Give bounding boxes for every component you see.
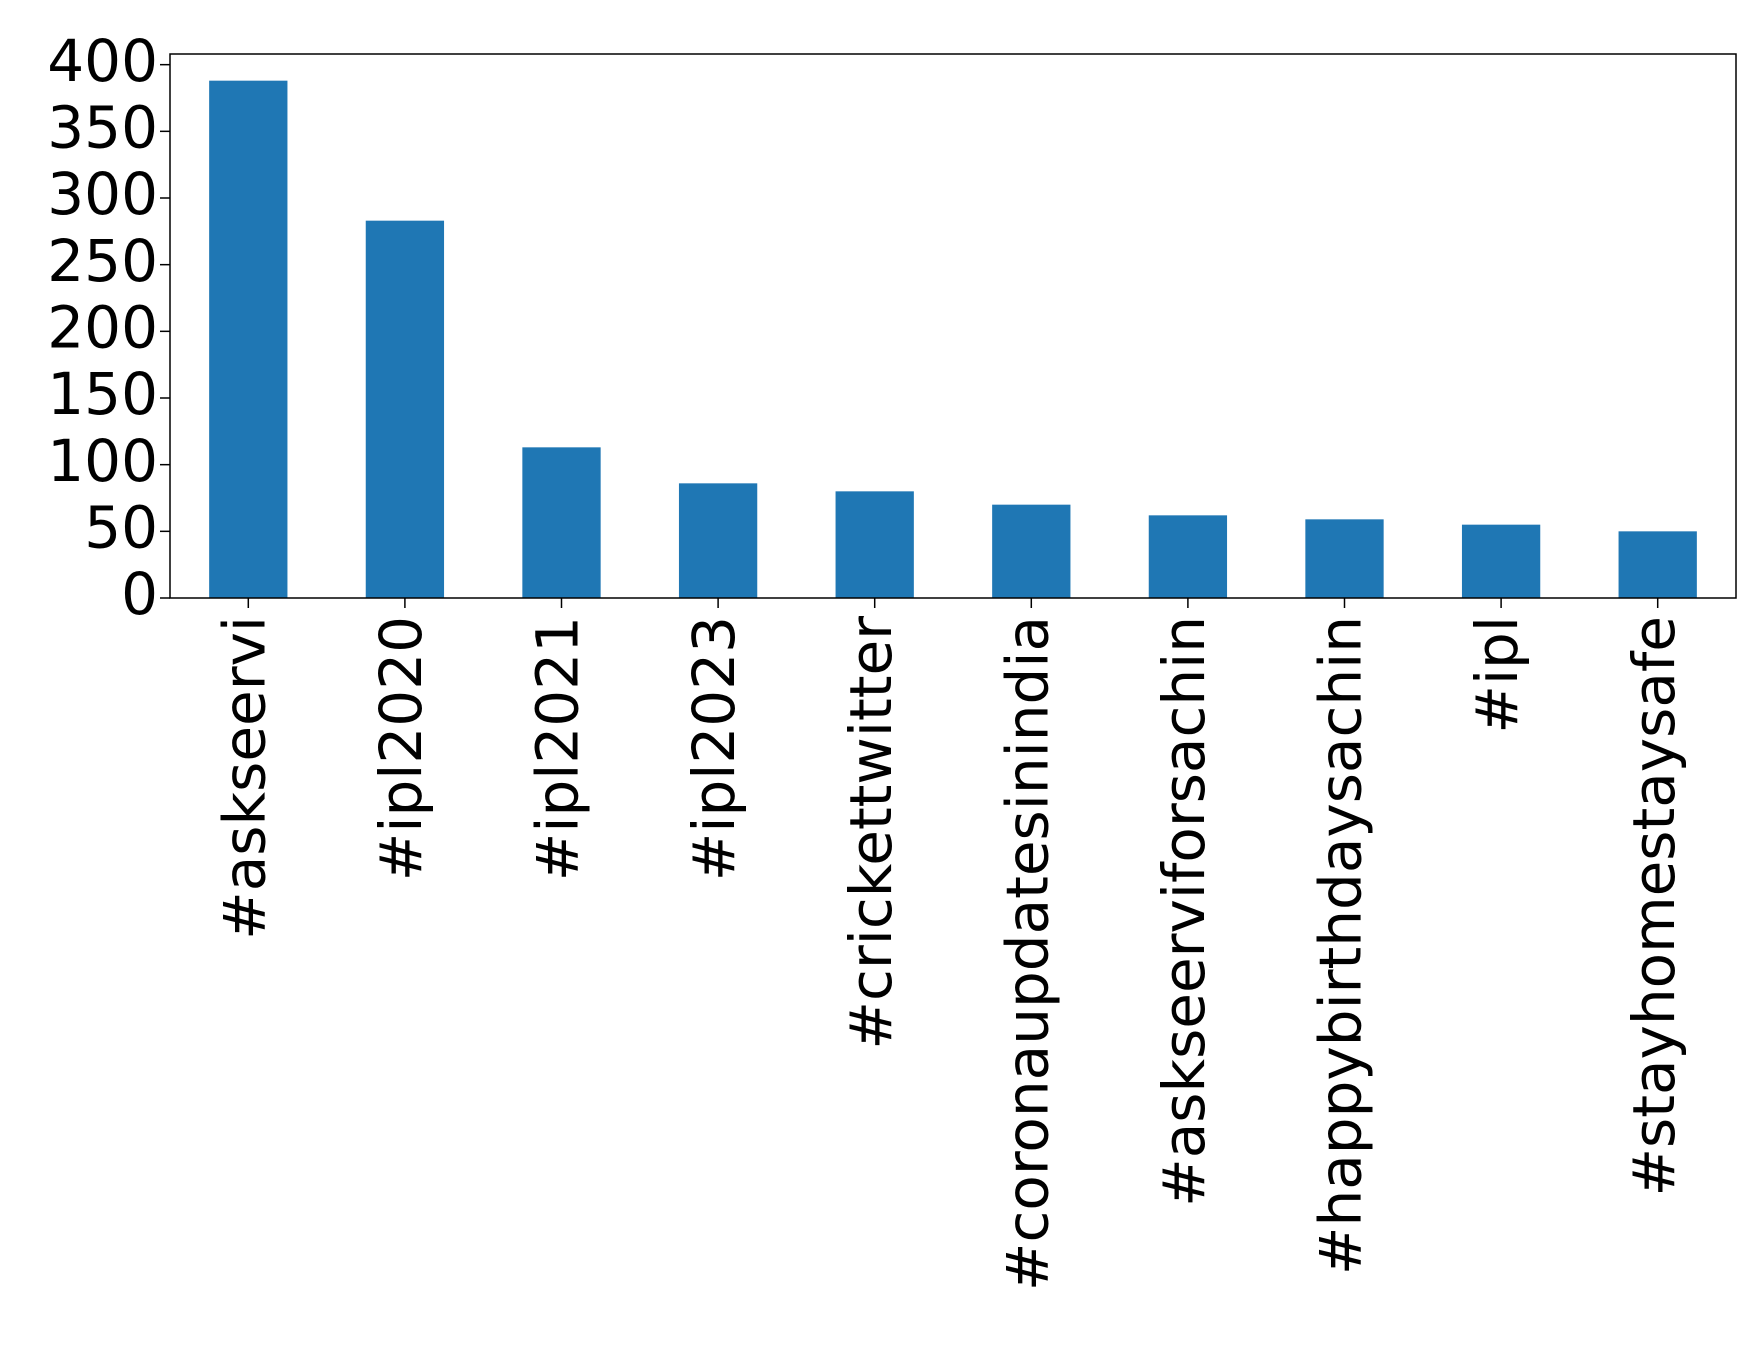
y-tick-label: 350 [47,93,158,161]
bar [1305,519,1384,598]
x-tick-label: #crickettwitter [837,616,905,1050]
x-tick-label: #ipl [1463,616,1531,734]
bar [522,447,601,598]
y-tick-label: 100 [47,427,158,495]
bar [1618,531,1697,598]
bar [678,483,758,598]
y-tick-label: 0 [121,560,158,628]
bar [992,504,1071,598]
x-tick-label: #ipl2020 [367,616,435,881]
bar [835,491,914,598]
bar [365,220,445,598]
x-tick-label: #coronaupdatesinindia [993,616,1061,1291]
bar [1148,515,1228,598]
y-tick-label: 250 [47,227,158,295]
y-tick-label: 200 [47,293,158,361]
x-tick-label: #askseervi [210,616,278,940]
plot-frame [169,53,1737,599]
x-tick-label: #askseerviforsachin [1150,616,1218,1207]
bar [1461,524,1541,598]
y-tick-label: 150 [47,360,158,428]
x-tick-label: #ipl2021 [524,616,592,881]
y-tick-label: 300 [47,160,158,228]
x-tick-label: #happybirthdaysachin [1307,616,1375,1275]
x-tick-label: #stayhomestaysafe [1620,616,1688,1197]
x-tick-label: #ipl2023 [680,616,748,881]
y-tick-label: 400 [47,27,158,95]
bar [209,80,288,598]
y-tick-label: 50 [84,493,158,561]
